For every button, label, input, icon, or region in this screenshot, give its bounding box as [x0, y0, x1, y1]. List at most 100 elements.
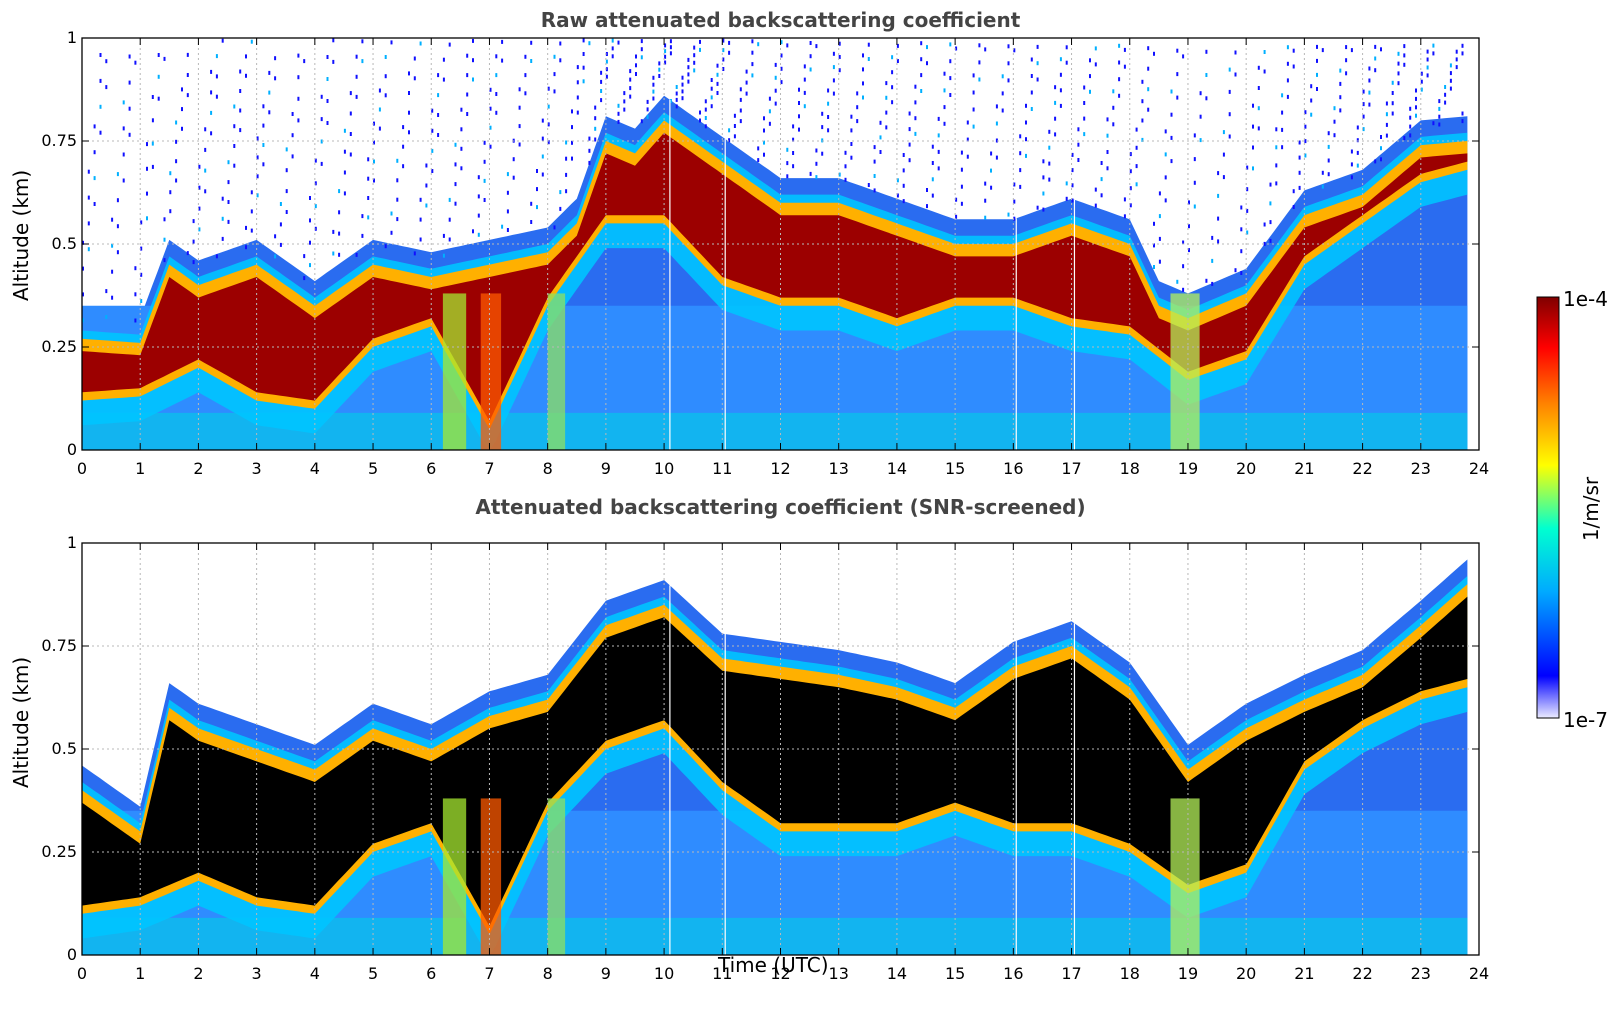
noise-pixel [309, 218, 311, 223]
noise-pixel [745, 80, 748, 85]
noise-pixel [192, 260, 195, 265]
noise-pixel [1281, 145, 1284, 150]
noise-pixel [1269, 238, 1272, 243]
x-tick-label: 23 [1411, 459, 1431, 478]
noise-pixel [396, 197, 399, 202]
noise-pixel [1048, 161, 1051, 166]
noise-pixel [588, 136, 591, 141]
noise-pixel [373, 140, 375, 145]
noise-pixel [669, 39, 672, 44]
noise-pixel [722, 48, 725, 53]
noise-pixel [1129, 152, 1132, 157]
noise-pixel [105, 85, 108, 90]
noise-pixel [105, 59, 108, 64]
noise-pixel [1217, 216, 1220, 221]
noise-pixel [879, 120, 882, 125]
noise-pixel [780, 40, 783, 45]
noise-pixel [186, 93, 189, 98]
noise-pixel [105, 289, 108, 294]
noise-pixel [745, 91, 748, 96]
x-tick-label: 3 [252, 459, 262, 478]
noise-pixel [966, 154, 969, 159]
noise-pixel [169, 209, 172, 214]
noise-pixel [681, 75, 684, 80]
noise-pixel [501, 224, 504, 229]
bottom-heatmap-panel: 0 1 2 3 4 5 6 7 8 9 10 11 12 13 14 15 16 17 18 19 20 21 22 23 24… [41, 533, 1489, 983]
noise-pixel [204, 189, 207, 194]
noise-pixel [134, 318, 137, 323]
noise-pixel [256, 174, 259, 179]
noise-pixel [1403, 136, 1406, 141]
noise-pixel [215, 254, 218, 259]
noise-pixel [1065, 60, 1068, 65]
noise-pixel [681, 82, 684, 87]
noise-pixel [879, 135, 882, 140]
noise-pixel [506, 172, 509, 177]
noise-pixel [1071, 183, 1074, 188]
noise-pixel [1327, 172, 1330, 177]
noise-pixel [297, 96, 300, 101]
noise-pixel [792, 164, 795, 169]
noise-pixel [233, 163, 236, 168]
x-tick-label: 7 [484, 964, 494, 983]
noise-pixel [87, 247, 90, 252]
noise-pixel [419, 197, 422, 202]
noise-pixel [495, 54, 498, 59]
noise-pixel [1257, 126, 1260, 131]
noise-pixel [1252, 124, 1254, 129]
x-tick-label: 4 [310, 964, 320, 983]
noise-pixel [1135, 182, 1138, 187]
noise-pixel [885, 81, 888, 86]
noise-pixel [908, 158, 911, 163]
noise-pixel [111, 295, 114, 300]
noise-pixel [745, 69, 748, 74]
noise-pixel [902, 168, 905, 173]
noise-pixel [1065, 45, 1068, 50]
noise-pixel [960, 201, 963, 206]
noise-pixel [536, 169, 538, 173]
noise-pixel [827, 115, 830, 119]
noise-pixel [157, 96, 160, 101]
noise-pixel [867, 183, 870, 187]
noise-pixel [181, 126, 183, 131]
x-tick-label: 13 [829, 964, 849, 983]
noise-pixel [623, 107, 626, 112]
noise-pixel [675, 85, 678, 89]
x-tick-label: 17 [1061, 459, 1081, 478]
noise-pixel [1007, 61, 1010, 66]
noise-pixel [210, 69, 213, 74]
noise-pixel [390, 211, 393, 216]
noise-pixel [146, 191, 148, 196]
x-tick-label: 13 [829, 459, 849, 478]
noise-pixel [140, 299, 143, 303]
noise-pixel [262, 143, 265, 147]
noise-pixel [937, 166, 940, 171]
noise-pixel [664, 60, 667, 65]
noise-pixel [169, 171, 172, 176]
noise-pixel [1112, 89, 1115, 94]
noise-pixel [1042, 175, 1045, 180]
noise-pixel [1019, 168, 1022, 173]
noise-pixel [611, 38, 614, 43]
noise-pixel [262, 104, 265, 109]
noise-pixel [937, 133, 940, 138]
noise-pixel [506, 228, 509, 232]
noise-pixel [704, 99, 707, 104]
noise-pixel [390, 230, 393, 235]
noise-pixel [605, 59, 608, 64]
noise-pixel [338, 231, 341, 236]
noise-pixel [204, 168, 207, 173]
noise-pixel [274, 76, 277, 81]
noise-pixel [355, 54, 358, 59]
noise-pixel [640, 39, 643, 44]
x-tick-label: 15 [945, 459, 965, 478]
noise-pixel [233, 124, 236, 129]
noise-pixel [704, 124, 707, 129]
noise-pixel [239, 128, 242, 133]
noise-pixel [1106, 150, 1109, 154]
noise-pixel [559, 41, 562, 46]
noise-pixel [664, 49, 667, 54]
noise-pixel [1420, 79, 1423, 84]
noise-pixel [204, 147, 207, 152]
noise-pixel [291, 133, 294, 138]
